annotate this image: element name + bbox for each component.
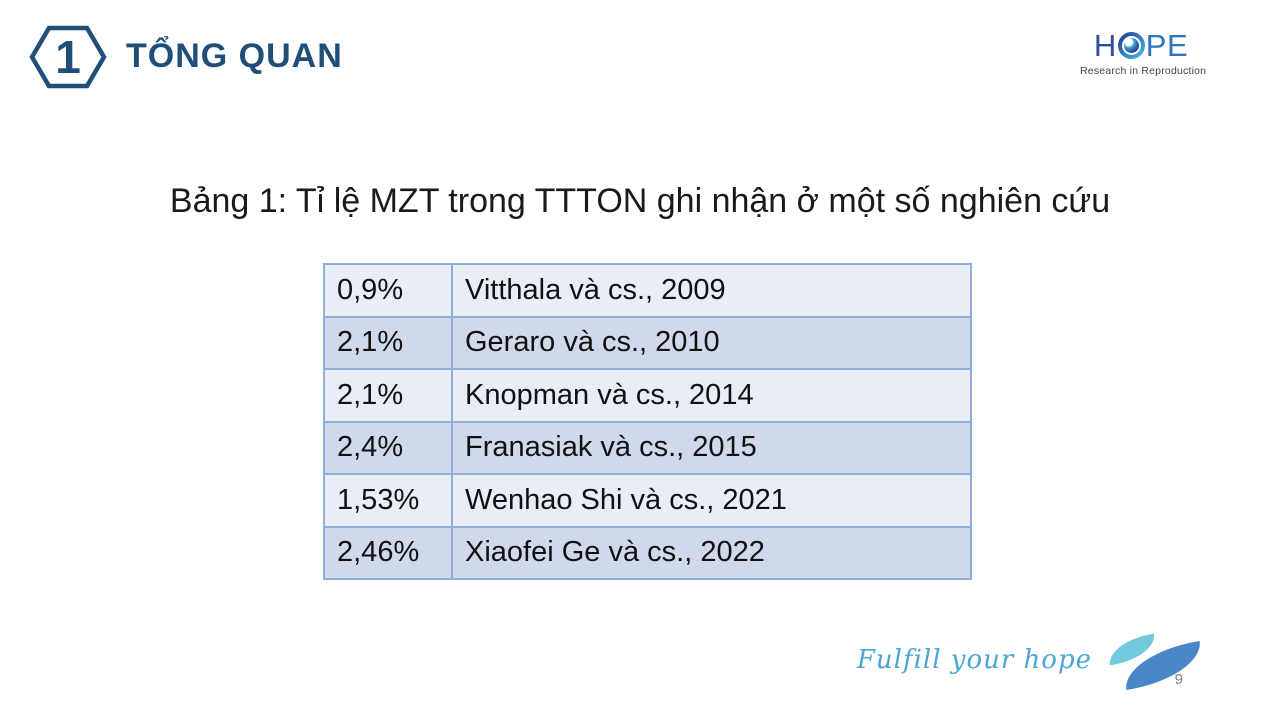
section-number-badge: 1 <box>28 24 108 90</box>
table-row: 2,1% Knopman và cs., 2014 <box>323 368 972 423</box>
study-cell: Xiaofei Ge và cs., 2022 <box>451 525 972 580</box>
eye-icon <box>1117 32 1145 59</box>
section-title: TỔNG QUAN <box>126 37 343 76</box>
rate-cell: 1,53% <box>323 473 453 528</box>
leaf-logo-icon <box>1106 633 1206 691</box>
hope-wordmark: H PE <box>1080 30 1202 61</box>
section-number: 1 <box>55 31 81 83</box>
page-number: 9 <box>1174 671 1183 688</box>
study-cell: Geraro và cs., 2010 <box>451 315 972 370</box>
study-cell: Wenhao Shi và cs., 2021 <box>451 473 972 528</box>
study-cell: Knopman và cs., 2014 <box>451 368 972 423</box>
rate-cell: 2,4% <box>323 420 453 475</box>
footer-slogan: Fulfill your hope <box>856 645 1092 675</box>
section-header: 1 TỔNG QUAN <box>28 24 343 90</box>
studies-table: 0,9% Vitthala và cs., 2009 2,1% Geraro v… <box>323 263 972 580</box>
hexagon-icon <box>29 25 107 89</box>
table-title: Bảng 1: Tỉ lệ MZT trong TTTON ghi nhận ở… <box>169 182 1111 220</box>
study-cell: Franasiak và cs., 2015 <box>451 420 972 475</box>
logo-letter-h: H <box>1093 28 1117 63</box>
footer: Fulfill your hope <box>856 633 1206 691</box>
table-row: 2,1% Geraro và cs., 2010 <box>323 315 972 370</box>
table-row: 2,4% Franasiak và cs., 2015 <box>323 420 972 475</box>
logo-letters-pe: PE <box>1145 28 1189 63</box>
table-row: 1,53% Wenhao Shi và cs., 2021 <box>323 473 972 528</box>
table-row: 0,9% Vitthala và cs., 2009 <box>323 263 972 318</box>
rate-cell: 2,1% <box>323 315 453 370</box>
table-row: 2,46% Xiaofei Ge và cs., 2022 <box>323 525 972 580</box>
study-cell: Vitthala và cs., 2009 <box>451 263 972 318</box>
rate-cell: 0,9% <box>323 263 453 318</box>
logo-tagline: Research in Reproduction <box>1080 65 1207 77</box>
rate-cell: 2,1% <box>323 368 453 423</box>
hope-logo: H PE Research in Reproduction <box>1080 30 1207 77</box>
rate-cell: 2,46% <box>323 525 453 580</box>
